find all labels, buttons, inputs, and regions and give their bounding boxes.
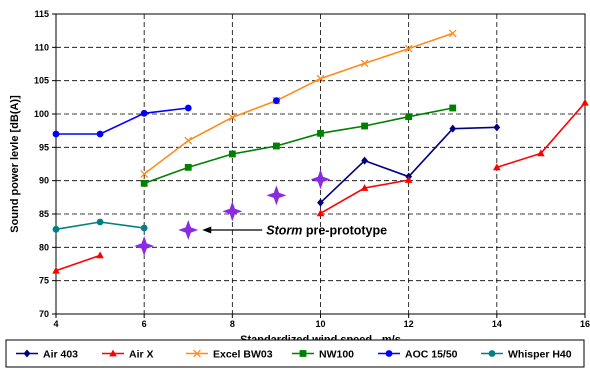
x-tick-label: 6 [142, 319, 147, 329]
data-point [273, 97, 280, 105]
x-tick-label: 10 [315, 319, 325, 329]
y-tick-label: 105 [34, 76, 49, 86]
y-tick-label: 90 [39, 176, 49, 186]
data-point [316, 209, 325, 217]
legend-item-air-403: Air 403 [16, 349, 78, 361]
data-point [96, 251, 104, 259]
legend-label: Excel BW03 [213, 349, 273, 361]
x-tick-label: 8 [230, 319, 235, 329]
data-point [404, 176, 413, 183]
data-point [140, 179, 148, 187]
data-point [96, 130, 104, 138]
y-tick-label: 95 [39, 142, 49, 152]
storm-points [134, 169, 331, 256]
data-point [140, 109, 148, 117]
storm-annotation-label: Storm pre-prototype [266, 224, 387, 238]
data-point [317, 198, 324, 207]
storm-point [310, 169, 331, 190]
y-tick-label: 115 [34, 9, 49, 19]
data-point [52, 266, 60, 274]
data-point [360, 59, 369, 68]
y-tick-label: 75 [39, 276, 49, 286]
series-line [55, 254, 101, 272]
x-tick-label: 12 [404, 319, 414, 329]
series-nw100 [140, 104, 457, 187]
data-point [537, 149, 545, 157]
series-air-x [52, 98, 589, 274]
legend: Air 403 Air X Excel BW03 NW100 AOC 15/50 Whis… [5, 339, 585, 368]
series-line [56, 107, 189, 135]
series-layer [52, 29, 589, 274]
y-axis-title: Sound power levle [dB(A)] [9, 95, 21, 233]
data-point [449, 104, 457, 112]
data-point [228, 113, 237, 122]
data-point [140, 170, 149, 178]
legend-marker [488, 350, 496, 357]
data-point [405, 113, 413, 121]
legend-marker [385, 350, 393, 357]
data-point [184, 104, 192, 112]
y-tick-label: 85 [39, 209, 49, 219]
legend-marker [299, 350, 307, 357]
x-tick-label: 16 [580, 319, 590, 329]
data-point [448, 29, 457, 38]
data-point [96, 218, 104, 226]
data-point [317, 129, 324, 137]
legend-marker [193, 349, 201, 358]
legend-marker [109, 349, 117, 357]
legend-item-whisper-h40: Whisper H40 [481, 349, 572, 361]
storm-point [222, 201, 243, 222]
data-point [581, 98, 589, 106]
data-point [493, 163, 501, 171]
series-whisper-h40 [52, 218, 148, 233]
y-tick-label: 70 [39, 309, 49, 319]
series-line [143, 32, 454, 175]
legend-marker [23, 349, 31, 358]
data-point [228, 150, 236, 158]
y-tick-label: 80 [39, 242, 49, 252]
data-point [273, 142, 280, 150]
data-point [140, 224, 148, 232]
legend-label: Whisper H40 [508, 349, 572, 361]
annotation: Storm pre-prototype [202, 224, 387, 238]
y-tick-label: 110 [34, 42, 49, 52]
legend-item-excel-bw03: Excel BW03 [186, 349, 273, 361]
data-point [52, 225, 60, 233]
series-line [143, 107, 453, 185]
data-point [361, 122, 368, 130]
axis-ticks: 70 75 80 85 90 95 100 105 110 115 4 6 8 10 12 14 16 [34, 9, 590, 329]
storm-point [266, 185, 287, 206]
data-point [449, 124, 457, 133]
legend-item-air-x: Air X [102, 349, 154, 361]
x-tick-label: 4 [53, 319, 58, 329]
x-tick-label: 14 [492, 319, 502, 329]
data-point [360, 184, 369, 191]
annotation-arrowhead [202, 226, 212, 234]
storm-point [178, 220, 199, 240]
data-point [184, 163, 192, 171]
data-point [404, 44, 413, 53]
data-point [493, 123, 501, 132]
y-tick-label: 100 [34, 109, 49, 119]
storm-point [134, 236, 155, 256]
legend-label: Air X [129, 349, 154, 361]
data-point [52, 130, 60, 138]
legend-label: NW100 [319, 349, 354, 361]
data-point [316, 74, 325, 83]
legend-item-nw100: NW100 [292, 349, 354, 361]
legend-item-aoc-15-50: AOC 15/50 [378, 349, 458, 361]
data-point [361, 156, 368, 165]
legend-label: AOC 15/50 [405, 349, 458, 361]
series-aoc-15-50 [52, 97, 280, 138]
data-point [184, 136, 193, 145]
legend-label: Air 403 [43, 349, 78, 361]
